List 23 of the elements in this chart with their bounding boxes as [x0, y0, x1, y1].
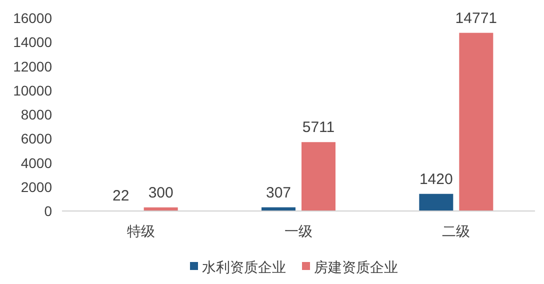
bar [302, 142, 336, 211]
data-label: 22 [112, 188, 130, 205]
y-tick-label: 8000 [20, 106, 52, 122]
bar [419, 194, 454, 211]
y-tick-label: 12000 [13, 58, 52, 74]
y-tick-label: 10000 [13, 82, 52, 98]
data-label: 14771 [455, 10, 498, 27]
data-label: 5711 [302, 119, 335, 136]
x-tick-label: 特级 [126, 223, 155, 239]
legend-label: 水利资质企业 [202, 259, 286, 275]
x-tick-label: 二级 [442, 223, 470, 239]
legend-label: 房建资质企业 [314, 259, 398, 275]
data-label: 1420 [419, 170, 453, 188]
x-tick-label: 一级 [284, 223, 312, 239]
bar [459, 32, 494, 211]
y-tick-label: 2000 [20, 178, 52, 195]
y-tick-label: 16000 [13, 10, 52, 26]
data-label: 300 [148, 184, 174, 202]
y-tick-label: 4000 [20, 154, 52, 171]
y-tick-label: 6000 [20, 130, 52, 147]
y-tick-label: 0 [44, 203, 52, 219]
data-label: 307 [266, 184, 292, 202]
y-tick-label: 14000 [13, 34, 52, 50]
